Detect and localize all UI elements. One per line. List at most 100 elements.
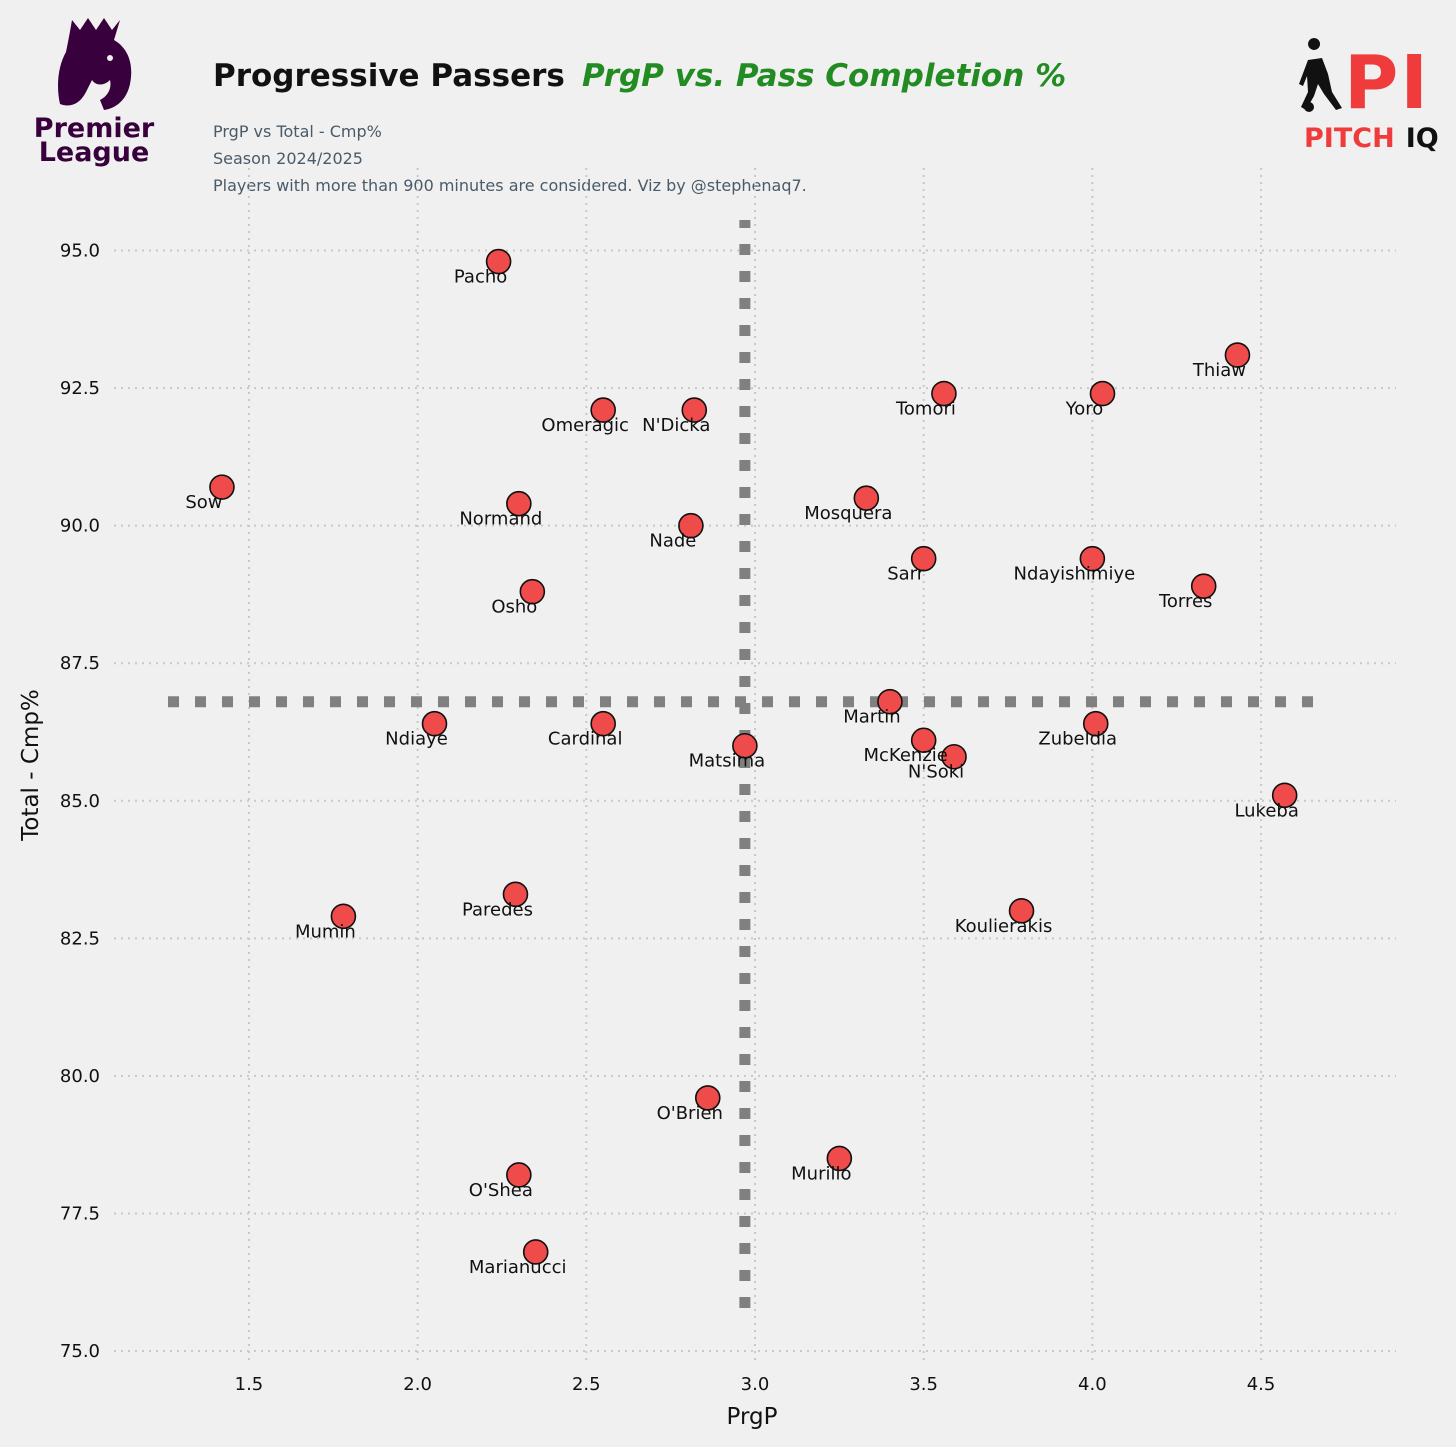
y-axis-label: Total - Cmp% [18,689,44,842]
y-tick-label: 75.0 [60,1341,100,1362]
scatter-point [502,881,529,908]
y-grid [114,249,1396,1352]
point-label: Zubeldia [1038,729,1117,750]
point-label: Tomori [895,399,956,420]
scatter-point [1271,782,1298,809]
pitch-iq-word-2: IQ [1406,123,1439,154]
x-axis-ticks: 1.5 2.0 2.5 3.0 3.5 4.0 4.5 [235,1374,1276,1395]
point-label: Ndayishimiye [1014,564,1136,585]
scatter-labels: Pacho Thiaw Tomori Yoro Omeragic N'Dicka Sow Mo… [185,267,1299,1278]
point-label: Koulierakis [955,916,1053,937]
scatter-point [931,380,957,407]
scatter-points [209,248,1298,1265]
point-label: Matsima [689,751,766,772]
point-label: Mumin [295,921,356,942]
x-tick-label: 4.0 [1078,1374,1107,1395]
scatter-point [1190,573,1217,599]
scatter-point [694,1085,721,1111]
scatter-point [826,1145,853,1172]
scatter-point [877,688,903,715]
point-label: Sarr [887,564,925,585]
point-label: Pacho [454,267,507,288]
title-main: Progressive Passers [213,58,565,94]
point-label: Marianucci [469,1257,567,1278]
x-tick-label: 3.0 [741,1374,770,1395]
x-tick-label: 4.5 [1247,1374,1276,1395]
x-tick-label: 2.5 [572,1374,601,1395]
subtitle-line-1: PrgP vs Total - Cmp% [213,122,382,141]
median-lines [168,220,1326,1308]
y-tick-label: 85.0 [60,791,100,812]
point-label: Murillo [791,1163,851,1184]
scatter-point [590,397,616,423]
point-label: N'Soki [908,762,964,783]
scatter-point [506,490,532,517]
premier-league-logo: Premier League [34,18,155,168]
scatter-point [522,1239,549,1265]
y-tick-label: 82.5 [60,928,100,949]
scatter-point [1008,898,1035,924]
scatter-point [941,743,967,770]
point-label: O'Shea [469,1180,533,1201]
footballer-icon [1299,38,1342,110]
scatter-point [1089,380,1116,407]
y-tick-label: 95.0 [60,241,100,262]
point-label: Martin [843,707,900,728]
y-tick-label: 80.0 [60,1066,100,1087]
point-label: Cardinal [548,729,623,750]
chart-title: Progressive Passers PrgP vs. Pass Comple… [213,58,1066,94]
scatter-point [853,485,880,511]
scatter-point [1082,710,1109,737]
y-axis-ticks: 75.0 77.5 80.0 82.5 85.0 87.5 90.0 92.5 95.0 [60,241,100,1362]
scatter-point [330,903,357,930]
point-label: N'Dicka [642,415,710,436]
y-tick-label: 90.0 [60,516,100,537]
point-label: Lukeba [1234,800,1298,821]
x-tick-label: 3.5 [909,1374,938,1395]
point-label: Torres [1158,591,1213,612]
y-tick-label: 77.5 [60,1203,100,1224]
scatter-point [485,248,512,275]
x-axis-label: PrgP [727,1404,778,1430]
point-label: Normand [459,509,542,530]
scatter-point [1224,342,1251,368]
y-tick-label: 92.5 [60,378,100,399]
point-label: Ndiaye [385,729,448,750]
point-label: Nade [649,531,696,552]
pl-logo-word-2: League [39,137,150,168]
pitch-iq-logo: PI PITCH IQ [1299,38,1439,154]
scatter-point [910,545,937,572]
y-tick-label: 87.5 [60,653,100,674]
scatter-point [590,710,616,737]
point-label: McKenzie [864,745,948,766]
point-label: Yoro [1065,399,1104,420]
x-tick-label: 1.5 [235,1374,264,1395]
pitch-iq-wordmark: PITCH IQ [1304,123,1439,154]
point-label: O'Brien [657,1103,723,1124]
x-grid [247,168,1263,1362]
lion-eye-icon [107,55,113,61]
title-accent: PrgP vs. Pass Completion % [582,58,1066,94]
point-label: Sow [185,492,222,513]
point-label: Thiaw [1192,360,1246,381]
pl-logo-word-1: Premier [34,113,155,144]
point-label: Osho [491,597,537,618]
x-tick-label: 2.0 [403,1374,432,1395]
scatter-point [209,474,235,500]
scatter-point [506,1162,532,1188]
scatter-point [732,732,758,759]
scatter-point [678,512,704,539]
subtitle-line-2: Season 2024/2025 [213,149,363,168]
scatter-point [1079,545,1106,572]
scatter-point [519,578,546,605]
point-label: Mosquera [804,503,892,524]
scatter-point [910,727,937,754]
point-label: Omeragic [541,415,629,436]
scatter-point [421,710,448,737]
scatter-point [681,397,708,423]
pitch-iq-mark: PI [1344,40,1430,126]
point-label: Paredes [462,899,533,920]
subtitle-line-3: Players with more than 900 minutes are c… [213,176,807,195]
pitch-iq-word-1: PITCH [1304,123,1395,154]
